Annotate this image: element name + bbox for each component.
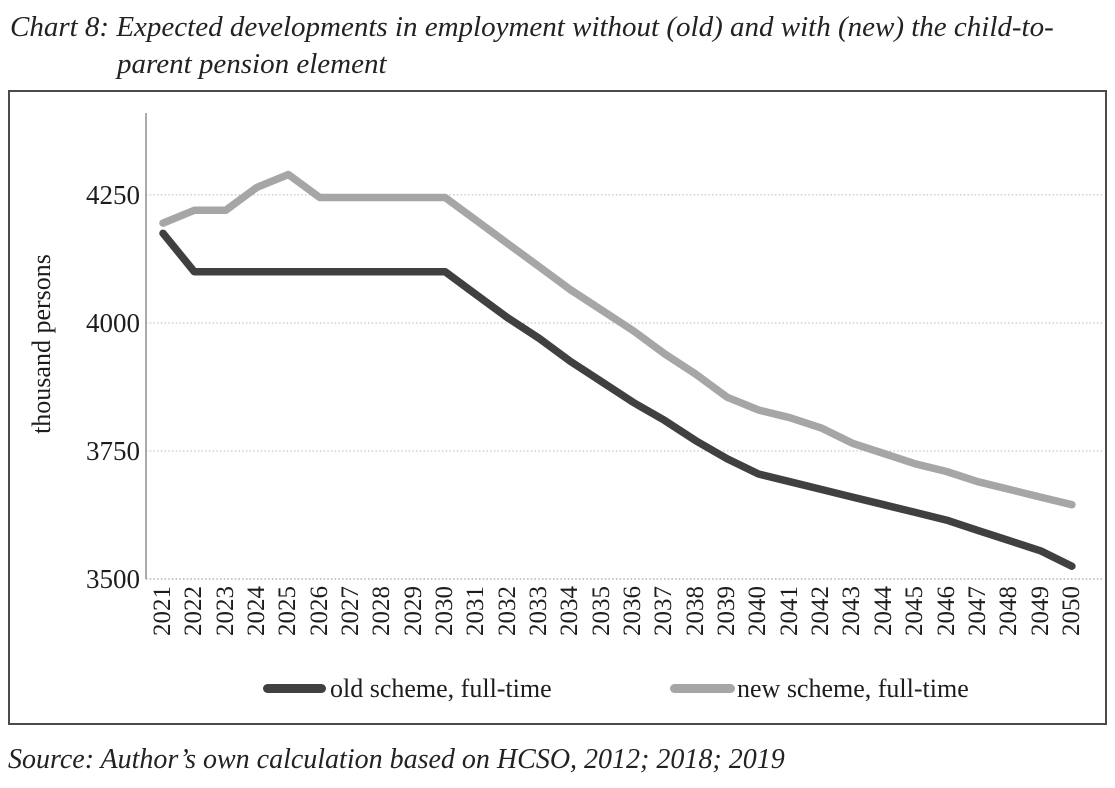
x-tick-label: 2040 <box>744 586 772 636</box>
x-tick-label: 2025 <box>274 586 302 636</box>
x-tick-label: 2032 <box>493 586 521 636</box>
legend-label-old: old scheme, full-time <box>330 674 552 703</box>
chart-title-line-1: Chart 8: Expected developments in employ… <box>10 11 1054 43</box>
x-tick-label: 2048 <box>995 586 1023 636</box>
x-tick-label: 2035 <box>587 586 615 636</box>
x-tick-label: 2034 <box>556 586 584 636</box>
y-tick-label: 3750 <box>86 435 140 466</box>
legend-swatch-old <box>263 684 326 693</box>
x-tick-label: 2050 <box>1057 586 1085 636</box>
x-tick-label: 2042 <box>807 586 835 636</box>
x-tick-label: 2028 <box>368 586 396 636</box>
x-tick-label: 2030 <box>431 586 459 636</box>
y-tick-label: 4000 <box>86 307 140 338</box>
x-tick-label: 2037 <box>650 586 678 636</box>
chart-title-line-2: parent pension element <box>117 48 387 80</box>
x-tick-label: 2023 <box>211 586 239 636</box>
plot-svg <box>145 113 1103 580</box>
series-old-line <box>159 229 1076 570</box>
x-tick-label: 2038 <box>681 586 709 636</box>
x-tick-label: 2024 <box>243 586 271 636</box>
x-tick-label: 2031 <box>462 586 490 636</box>
y-axis-title: thousand persons <box>27 254 56 434</box>
x-tick-label: 2044 <box>869 586 897 636</box>
x-tick-label: 2049 <box>1026 586 1054 636</box>
y-tick-label: 3500 <box>86 564 140 594</box>
x-tick-label: 2029 <box>399 586 427 636</box>
legend-label-new: new scheme, full-time <box>737 674 969 703</box>
x-tick-label: 2041 <box>775 586 803 636</box>
x-tick-label: 2033 <box>525 586 553 636</box>
x-tick-label: 2039 <box>713 586 741 636</box>
chart-area: thousand persons 3500 3750 4000 4250 2021 202… <box>8 90 1107 725</box>
x-tick-label: 2046 <box>932 586 960 636</box>
legend-swatch-new <box>670 684 735 693</box>
x-tick-label: 2047 <box>963 586 991 636</box>
x-tick-label: 2021 <box>149 586 176 636</box>
y-tick-label: 4250 <box>86 179 140 210</box>
x-tick-label: 2026 <box>305 586 333 636</box>
x-tick-label: 2036 <box>619 586 647 636</box>
source-note: Source: Author’s own calculation based o… <box>8 744 785 775</box>
series-new-line <box>159 170 1076 509</box>
x-tick-label: 2045 <box>901 586 929 636</box>
x-tick-label: 2022 <box>180 586 208 636</box>
x-tick-label: 2027 <box>337 586 365 636</box>
x-tick-label: 2043 <box>838 586 866 636</box>
